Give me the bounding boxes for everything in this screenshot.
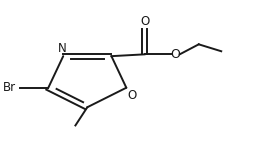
Text: O: O [140, 15, 149, 28]
Text: Br: Br [3, 81, 16, 94]
Text: N: N [57, 42, 66, 55]
Text: O: O [170, 48, 180, 61]
Text: O: O [128, 89, 137, 102]
